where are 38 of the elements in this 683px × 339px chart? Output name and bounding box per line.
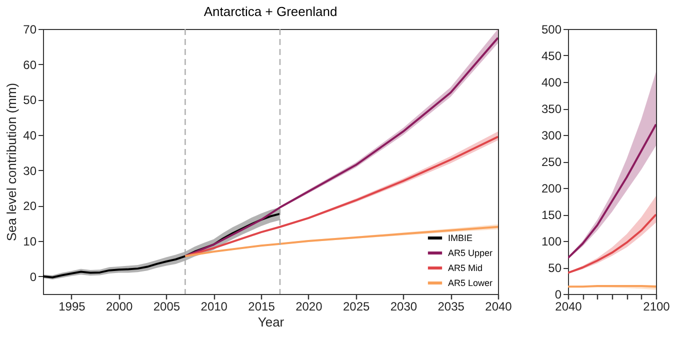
y-tick-label: 70 bbox=[23, 22, 37, 36]
y-tick-label: 150 bbox=[541, 208, 562, 222]
legend-label: IMBIE bbox=[448, 233, 473, 243]
y-tick-label: 450 bbox=[541, 49, 562, 63]
y-tick-label: 400 bbox=[541, 76, 562, 90]
x-tick-label: 1995 bbox=[58, 300, 86, 314]
legend-label: AR5 Lower bbox=[448, 278, 493, 288]
x-tick-label: 2015 bbox=[248, 300, 276, 314]
y-tick-label: 0 bbox=[554, 288, 562, 302]
y-axis-title: Sea level contribution (mm) bbox=[4, 82, 20, 242]
x-tick-label: 2035 bbox=[438, 300, 465, 314]
legend-label: AR5 Upper bbox=[448, 248, 493, 258]
legend-label: AR5 Mid bbox=[448, 263, 483, 273]
x-tick-label: 2030 bbox=[390, 300, 418, 314]
x-tick-label: 2000 bbox=[106, 300, 134, 314]
y-tick-label: 50 bbox=[23, 93, 37, 108]
x-axis-title: Year bbox=[258, 314, 285, 330]
x-tick-label: 2010 bbox=[200, 300, 228, 314]
y-tick-label: 40 bbox=[23, 128, 37, 142]
x-tick-label: 2040 bbox=[485, 300, 512, 314]
x-tick-label: 2020 bbox=[296, 300, 323, 314]
y-tick-label: 60 bbox=[23, 58, 37, 72]
y-tick-label: 10 bbox=[23, 234, 37, 248]
x-tick-label: 2005 bbox=[153, 300, 180, 314]
y-tick-label: 100 bbox=[541, 234, 562, 248]
y-tick-label: 0 bbox=[30, 270, 37, 284]
x-tick-label: 2025 bbox=[342, 300, 370, 314]
y-tick-label: 350 bbox=[541, 102, 562, 116]
y-tick-label: 30 bbox=[23, 164, 37, 178]
x-tick-label: 2040 bbox=[555, 300, 582, 314]
y-tick-label: 200 bbox=[541, 182, 562, 196]
y-tick-label: 250 bbox=[541, 155, 562, 169]
chart-title: Antarctica + Greenland bbox=[204, 4, 338, 19]
y-tick-label: 50 bbox=[548, 261, 562, 275]
x-tick-label: 2100 bbox=[643, 300, 670, 314]
y-tick-label: 300 bbox=[541, 128, 562, 142]
y-tick-label: 20 bbox=[23, 199, 37, 214]
y-tick-label: 500 bbox=[541, 22, 562, 36]
